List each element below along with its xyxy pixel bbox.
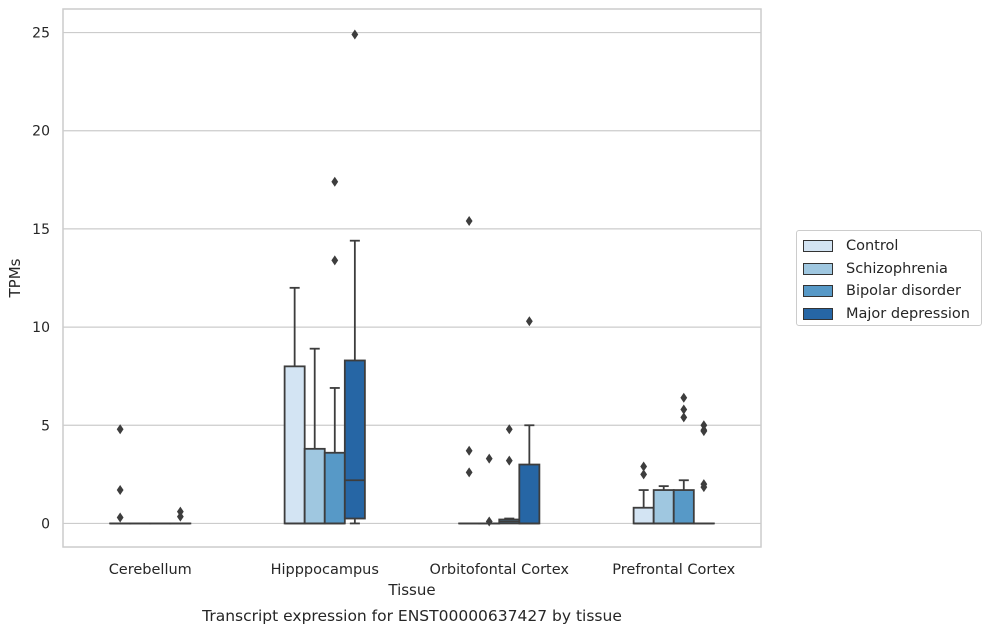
legend-item: Schizophrenia xyxy=(803,258,975,281)
outlier-point xyxy=(640,469,648,480)
outlier-point xyxy=(116,485,124,496)
outlier-point xyxy=(680,392,688,403)
box-1-1 xyxy=(303,347,326,525)
legend-label: Control xyxy=(846,238,899,255)
outlier-point xyxy=(485,453,493,464)
box-3-2 xyxy=(672,392,695,525)
x-axis-label: Tissue xyxy=(387,581,435,599)
y-tick-label: 5 xyxy=(41,418,50,434)
y-tick-label: 10 xyxy=(32,320,50,336)
legend-swatch xyxy=(803,307,833,320)
x-tick-label: Hipppocampus xyxy=(271,562,379,578)
legend-item: Bipolar disorder xyxy=(803,280,975,303)
box-2-0 xyxy=(458,216,481,525)
outlier-point xyxy=(485,516,493,527)
plot-area xyxy=(62,8,762,548)
legend-swatch xyxy=(803,240,833,253)
box-3-0 xyxy=(632,461,655,525)
y-tick-label: 15 xyxy=(32,222,50,238)
legend: Control Schizophrenia Bipolar disorder Majo… xyxy=(796,230,982,326)
outlier-point xyxy=(505,455,513,466)
x-axis-ticks: Cerebellum Hipppocampus Orbitofontal Corte… xyxy=(109,562,736,578)
box-1-2 xyxy=(323,176,346,525)
y-axis-ticks: 0 5 10 15 20 25 xyxy=(32,26,50,533)
outlier-point xyxy=(116,424,124,435)
gridlines xyxy=(63,31,761,525)
box-2-2 xyxy=(498,424,521,525)
legend-item: Major depression xyxy=(803,303,975,326)
box-3-1 xyxy=(652,485,675,525)
box xyxy=(652,489,675,525)
y-tick-label: 0 xyxy=(41,516,50,532)
outlier-point xyxy=(680,404,688,415)
x-tick-label: Cerebellum xyxy=(109,562,192,578)
legend-label: Schizophrenia xyxy=(846,260,948,277)
box-0-3 xyxy=(169,506,192,525)
plot-border xyxy=(62,8,762,548)
box-2-1 xyxy=(478,453,501,527)
outlier-point xyxy=(525,316,533,327)
box-2-3 xyxy=(518,316,541,525)
box xyxy=(343,359,366,520)
y-tick-label: 20 xyxy=(32,124,50,140)
outlier-point xyxy=(640,461,648,472)
outlier-point xyxy=(465,467,473,478)
outlier-point xyxy=(700,426,708,437)
outlier-point xyxy=(680,412,688,423)
legend-swatch xyxy=(803,262,833,275)
box-plots xyxy=(109,29,715,527)
box xyxy=(283,365,306,525)
outlier-point xyxy=(465,445,473,456)
outlier-point xyxy=(465,216,473,227)
box-3-3 xyxy=(692,420,715,525)
outlier-point xyxy=(331,176,339,187)
x-tick-label: Prefrontal Cortex xyxy=(612,562,735,578)
y-axis-label: TPMs xyxy=(6,258,24,298)
outlier-point xyxy=(505,424,513,435)
legend-item: Control xyxy=(803,235,975,258)
legend-label: Bipolar disorder xyxy=(846,283,961,300)
box xyxy=(518,463,541,525)
y-tick-label: 25 xyxy=(32,26,50,42)
outlier-point xyxy=(331,255,339,266)
outlier-point xyxy=(116,512,124,523)
chart-title: Transcript expression for ENST0000063742… xyxy=(201,607,622,625)
box xyxy=(672,489,695,525)
box-1-3 xyxy=(343,29,366,525)
box-1-0 xyxy=(283,286,306,525)
box-0-0 xyxy=(109,424,132,525)
outlier-point xyxy=(700,482,708,493)
box xyxy=(323,451,346,525)
legend-label: Major depression xyxy=(846,305,970,322)
legend-swatch xyxy=(803,285,833,298)
outlier-point xyxy=(351,29,359,40)
x-tick-label: Orbitofontal Cortex xyxy=(430,562,570,578)
box xyxy=(303,447,326,525)
box xyxy=(632,506,655,525)
outlier-point xyxy=(176,511,184,522)
